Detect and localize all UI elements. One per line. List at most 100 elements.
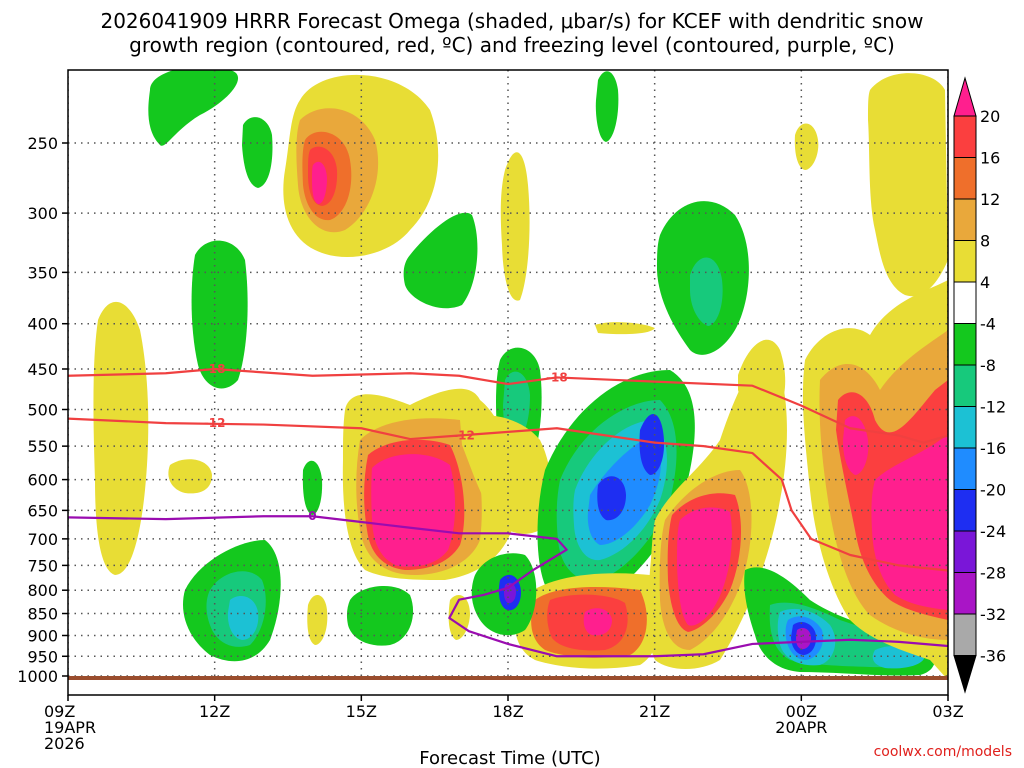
y-axis: 250 300 350 400 450 500 550 600 650 700 750 800 850 9… xyxy=(17,134,68,686)
colorbar-label: 8 xyxy=(980,232,990,251)
colorbar-label: -36 xyxy=(980,647,1006,666)
plot-area: -18 -18 -12 -12 0 xyxy=(68,70,948,680)
ground-surface xyxy=(68,676,948,680)
grid-lines xyxy=(68,70,948,680)
x-tick-label: 19APR xyxy=(44,718,96,737)
colorbar-label: 20 xyxy=(980,107,1000,126)
x-tick-label: 15Z xyxy=(346,702,377,721)
omega-blob-magenta-right-main xyxy=(871,435,948,610)
chart-title-line-2: growth region (contoured, red, ºC) and f… xyxy=(129,33,895,57)
y-tick-label: 550 xyxy=(27,437,58,456)
omega-blob-lightblue-21Z xyxy=(595,322,655,335)
omega-blob-yellow-14Z-low xyxy=(307,594,328,645)
omega-blob-yellow-18Z-top xyxy=(500,152,530,301)
contour-label: 0 xyxy=(308,509,316,523)
y-tick-label: 850 xyxy=(27,605,58,624)
colorbar-label: -24 xyxy=(980,522,1006,541)
contour-label: -12 xyxy=(453,429,475,443)
colorbar-segment xyxy=(953,489,977,532)
colorbar-segment xyxy=(953,447,977,490)
colorbar-segment xyxy=(953,240,977,283)
omega-blob-magenta-22Z xyxy=(677,507,732,626)
contour-lines: -18 -18 -12 -12 0 xyxy=(68,362,948,658)
omega-blob-yellow-right-upper xyxy=(868,73,948,297)
y-tick-label: 950 xyxy=(27,647,58,666)
chart-title-line-1: 2026041909 HRRR Forecast Omega (shaded, … xyxy=(100,9,923,33)
colorbar-label: -12 xyxy=(980,398,1006,417)
colorbar-segment xyxy=(953,157,977,200)
x-tick-label: 09Z xyxy=(44,702,75,721)
omega-blob-cyan-13Z-low xyxy=(227,596,259,640)
y-tick-label: 350 xyxy=(27,263,58,282)
contour-line-0 xyxy=(68,515,948,658)
omega-blob-navy-21Z xyxy=(639,413,665,475)
y-tick-label: 800 xyxy=(27,581,58,600)
contour-label: -18 xyxy=(546,370,568,384)
omega-blob-yellow-13Z xyxy=(168,459,212,494)
omega-blob-magenta-low-20Z xyxy=(583,608,612,636)
x-tick-label: 21Z xyxy=(639,702,670,721)
contour-line--12 xyxy=(68,417,948,572)
y-tick-label: 450 xyxy=(27,360,58,379)
colorbar-top-arrow xyxy=(953,76,977,117)
omega-shading xyxy=(93,70,948,680)
y-tick-label: 400 xyxy=(27,315,58,334)
omega-blob-green-14Z-mid xyxy=(302,460,323,515)
credit-text: coolwx.com/models xyxy=(874,744,1012,760)
y-tick-label: 750 xyxy=(27,556,58,575)
contour-line--18 xyxy=(68,367,948,444)
colorbar-segment xyxy=(953,281,977,324)
omega-blob-upper-left-green xyxy=(148,70,239,146)
colorbar-label: -4 xyxy=(980,315,996,334)
x-tick-label: 03Z xyxy=(932,702,963,721)
colorbar-segment xyxy=(953,323,977,366)
colorbar-segment xyxy=(953,364,977,407)
x-tick-label: 20APR xyxy=(775,718,827,737)
omega-blob-green-12Z xyxy=(191,240,248,389)
y-tick-label: 300 xyxy=(27,204,58,223)
omega-blob-green-20Z-top xyxy=(595,71,619,142)
y-tick-label: 900 xyxy=(27,626,58,645)
y-tick-label: 250 xyxy=(27,134,58,153)
omega-blob-green-17Z xyxy=(403,212,478,309)
colorbar-label: 12 xyxy=(980,190,1000,209)
colorbar-segment xyxy=(953,530,977,573)
omega-blob-purple-00Z xyxy=(796,627,811,650)
colorbar-label: 4 xyxy=(980,273,990,292)
x-tick-label: 18Z xyxy=(492,702,523,721)
y-tick-label: 650 xyxy=(27,501,58,520)
colorbar-segment xyxy=(953,613,977,656)
omega-blob-teal-21Z xyxy=(690,257,723,326)
x-axis-label: Forecast Time (UTC) xyxy=(419,748,600,768)
y-tick-label: 700 xyxy=(27,530,58,549)
colorbar-segment xyxy=(953,406,977,449)
omega-blob-yellow-23Z xyxy=(738,339,786,420)
omega-blob-navy-20Z xyxy=(597,476,626,521)
contour-label: -18 xyxy=(204,362,226,376)
omega-blob-upper-pos-20 xyxy=(312,161,327,205)
colorbar: 20 16 12 8 4 -4 -8 -12 -16 -20 -24 -28 -32 -36 xyxy=(953,76,1006,694)
x-tick-label: 00Z xyxy=(786,702,817,721)
omega-blob-yellow-19Z xyxy=(460,415,552,534)
colorbar-segment xyxy=(953,198,977,241)
colorbar-label: -20 xyxy=(980,481,1006,500)
x-tick-label: 12Z xyxy=(199,702,230,721)
contour-label: -12 xyxy=(204,416,226,430)
colorbar-bottom-arrow xyxy=(953,655,977,694)
colorbar-segment xyxy=(953,115,977,158)
colorbar-label: -32 xyxy=(980,605,1006,624)
colorbar-segment xyxy=(953,572,977,615)
colorbar-label: -16 xyxy=(980,439,1006,458)
x-tick-label: 2026 xyxy=(44,734,85,753)
omega-blob-yellow-left-column xyxy=(93,301,149,575)
colorbar-label: -28 xyxy=(980,564,1006,583)
colorbar-label: 16 xyxy=(980,149,1000,168)
omega-blob-green-14Z xyxy=(242,117,273,188)
y-tick-label: 500 xyxy=(27,401,58,420)
colorbar-label: -8 xyxy=(980,356,996,375)
omega-blob-green-16Z-low xyxy=(346,585,414,646)
y-tick-label: 600 xyxy=(27,471,58,490)
y-tick-label: 1000 xyxy=(17,667,58,686)
